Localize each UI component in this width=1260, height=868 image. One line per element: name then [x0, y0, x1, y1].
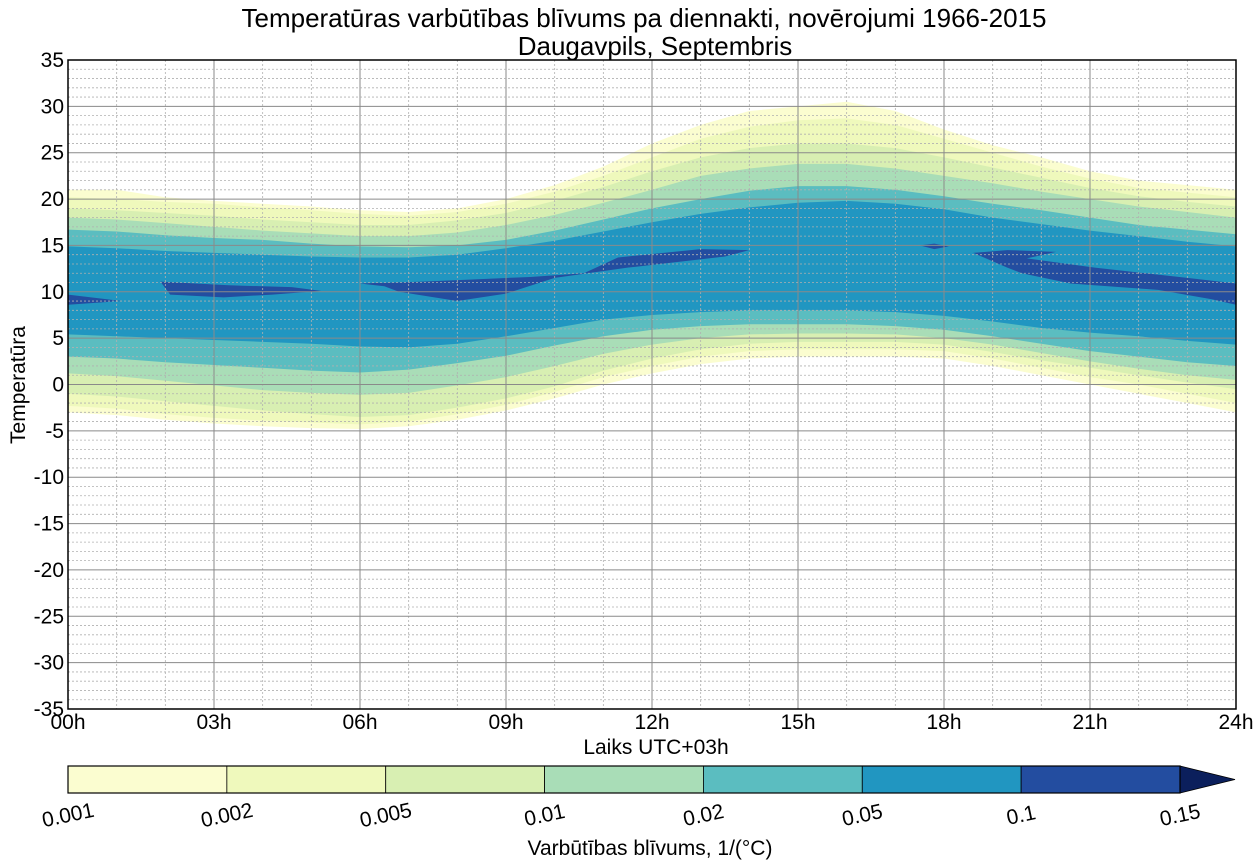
colorbar-segment-0.005	[385, 765, 545, 794]
x-tick-label: 24h	[1218, 711, 1253, 734]
colorbar-segment-0.1	[1020, 765, 1181, 794]
x-tick-label: 00h	[50, 711, 85, 734]
colorbar-frame	[67, 765, 1181, 794]
y-tick-label: 5	[52, 327, 64, 350]
y-tick-label: 35	[41, 49, 64, 72]
colorbar-tick-label: 0.001	[40, 799, 96, 832]
y-tick-label: -15	[34, 513, 64, 536]
colorbar-tick-label: 0.02	[681, 800, 726, 831]
colorbar-segment-0.01	[544, 765, 704, 794]
y-tick-label: -25	[34, 605, 64, 628]
y-tick-label: 30	[41, 95, 64, 118]
y-axis-ticks: -35 -30 -25 -20 -15 -10 -5 0 5 10 15 20 25 30 35	[34, 49, 64, 721]
colorbar-segment-0.02	[703, 765, 863, 794]
y-tick-label: 20	[41, 188, 64, 211]
x-tick-label: 15h	[780, 711, 815, 734]
colorbar-tick-label: 0.05	[840, 800, 885, 831]
colorbar-tick-label: 0.005	[358, 799, 414, 832]
peak-region-0	[68, 294, 122, 305]
peak-region-4	[973, 250, 1236, 305]
colorbar-segment-0.05	[861, 765, 1022, 794]
colorbar	[67, 765, 1236, 794]
y-tick-label: 10	[41, 281, 64, 304]
x-tick-label: 06h	[342, 711, 377, 734]
y-tick-label: -35	[34, 698, 64, 721]
y-tick-label: -5	[45, 420, 64, 443]
colorbar-label: Varbūtības blīvums, 1/(°C)	[528, 837, 773, 860]
y-axis-label: Temperatūra	[7, 326, 30, 444]
colorbar-tick-labels: 0.001 0.002 0.005 0.01 0.02 0.05 0.1 0.15	[40, 799, 1202, 832]
x-axis-label: Laiks UTC+03h	[583, 736, 728, 759]
y-tick-label: -20	[34, 559, 64, 582]
y-tick-label: 25	[41, 142, 64, 165]
colorbar-tick-label: 0.002	[199, 799, 255, 832]
chart-title: Temperatūras varbūtības blīvums pa dienn…	[241, 3, 1046, 33]
plot-area-frame	[67, 59, 1237, 710]
colorbar-extend-arrow	[1179, 765, 1236, 794]
colorbar-tick-label: 0.15	[1158, 800, 1203, 831]
colorbar-segment-0.001	[67, 765, 228, 794]
chart-subtitle: Daugavpils, Septembris	[518, 31, 793, 61]
x-tick-label: 09h	[488, 711, 523, 734]
y-tick-label: -30	[34, 652, 64, 675]
grid-lines	[67, 59, 1237, 710]
x-tick-label: 03h	[196, 711, 231, 734]
y-tick-label: 15	[41, 234, 64, 257]
colorbar-tick-label: 0.1	[1005, 801, 1038, 830]
colorbar-tick-label: 0.01	[522, 800, 567, 831]
y-tick-label: 0	[52, 374, 64, 397]
x-tick-label: 21h	[1072, 711, 1107, 734]
peak-region-1	[160, 281, 322, 298]
colorbar-segment-0.002	[226, 765, 387, 794]
x-tick-label: 12h	[634, 711, 669, 734]
y-tick-label: -10	[34, 466, 64, 489]
x-axis-ticks: 00h 03h 06h 09h 12h 15h 18h 21h 24h	[50, 711, 1253, 734]
x-tick-label: 18h	[926, 711, 961, 734]
